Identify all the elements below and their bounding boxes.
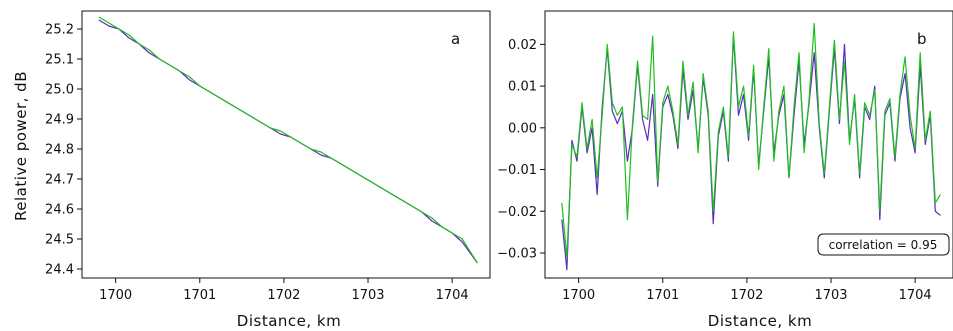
y-tick-label-a: 24.4 xyxy=(45,263,74,278)
plot-area-b xyxy=(544,10,953,279)
panel-b: 1700 1701 1702 1703 1704 −0.03 −0.02 −0.01 0.00 0… xyxy=(497,10,953,330)
x-tick-label-b: 1700 xyxy=(562,288,595,303)
correlation-box xyxy=(817,233,950,256)
x-tick-label-b: 1702 xyxy=(730,288,763,303)
x-tick-label-b: 1704 xyxy=(899,288,932,303)
y-tick-label-a: 24.5 xyxy=(45,233,74,248)
y-tick-label-b: 0.01 xyxy=(508,80,537,95)
y-tick-label-a: 24.8 xyxy=(45,143,74,158)
panel-label-b: b xyxy=(917,30,927,48)
correlation-annotation: correlation = 0.95 xyxy=(817,233,950,256)
series-lines-b xyxy=(561,22,941,271)
y-tick-label-a: 25.2 xyxy=(45,23,74,38)
series-line-a-1 xyxy=(98,19,478,264)
x-tick-label-b: 1701 xyxy=(646,288,679,303)
panel-a: 1700 1701 1702 1703 1704 24.4 24.5 24.6 24.7 24.8… xyxy=(12,10,491,330)
y-tick-label-a: 25.1 xyxy=(45,53,74,68)
x-tick-label-a: 1704 xyxy=(436,288,469,303)
y-tick-label-a: 24.7 xyxy=(45,173,74,188)
y-tick-label-a: 24.6 xyxy=(45,203,74,218)
y-tick-label-b: −0.02 xyxy=(497,205,537,220)
correlation-text: correlation = 0.95 xyxy=(829,238,938,252)
x-tick-label-a: 1701 xyxy=(183,288,216,303)
x-tick-label-a: 1702 xyxy=(267,288,300,303)
series-lines-a xyxy=(98,16,478,264)
y-tick-label-b: −0.01 xyxy=(497,163,537,178)
x-axis-label-a: Distance, km xyxy=(237,312,341,330)
x-tick-label-b: 1703 xyxy=(814,288,847,303)
ticks-b: 1700 1701 1702 1703 1704 −0.03 −0.02 −0.01 0.00 0… xyxy=(497,38,932,303)
series-line-b-2 xyxy=(561,22,941,258)
x-tick-label-a: 1700 xyxy=(99,288,132,303)
panel-label-a: a xyxy=(451,30,460,48)
y-tick-label-a: 24.9 xyxy=(45,113,74,128)
y-tick-label-a: 25.0 xyxy=(45,83,74,98)
series-line-a-2 xyxy=(98,16,478,264)
y-axis-label-a: Relative power, dB xyxy=(12,71,30,221)
y-tick-label-b: 0.00 xyxy=(508,121,537,136)
x-axis-label-b: Distance, km xyxy=(708,312,812,330)
y-tick-label-b: −0.03 xyxy=(497,246,537,261)
plot-area-a xyxy=(81,10,491,279)
y-tick-label-b: 0.02 xyxy=(508,38,537,53)
x-tick-label-a: 1703 xyxy=(351,288,384,303)
ticks-a: 1700 1701 1702 1703 1704 24.4 24.5 24.6 24.7 24.8… xyxy=(45,23,469,304)
